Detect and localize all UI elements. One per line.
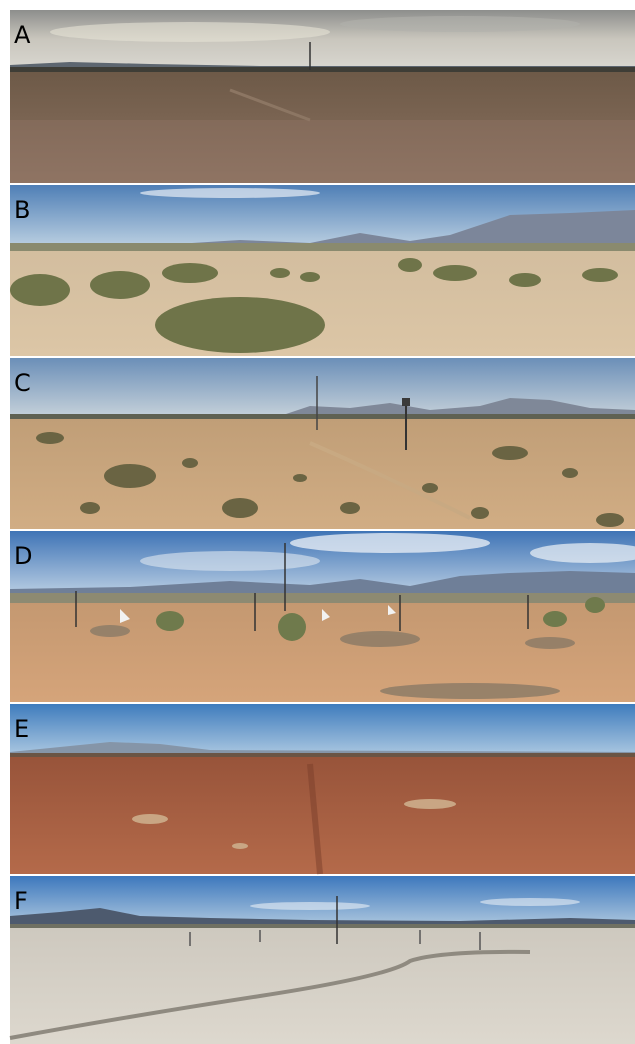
panel-label: F — [14, 887, 28, 915]
panel-c: C — [10, 358, 635, 529]
panel-d: D — [10, 531, 635, 702]
panel-label: B — [14, 196, 30, 224]
panel-f: F — [9, 876, 635, 1044]
panel-label: E — [14, 715, 29, 743]
panel-a: A — [10, 10, 635, 183]
panel-b: B — [10, 185, 635, 356]
panel-e: E — [10, 704, 635, 875]
panel-label: A — [14, 21, 31, 49]
panel-label: D — [14, 542, 32, 570]
panel-label: C — [14, 369, 31, 397]
